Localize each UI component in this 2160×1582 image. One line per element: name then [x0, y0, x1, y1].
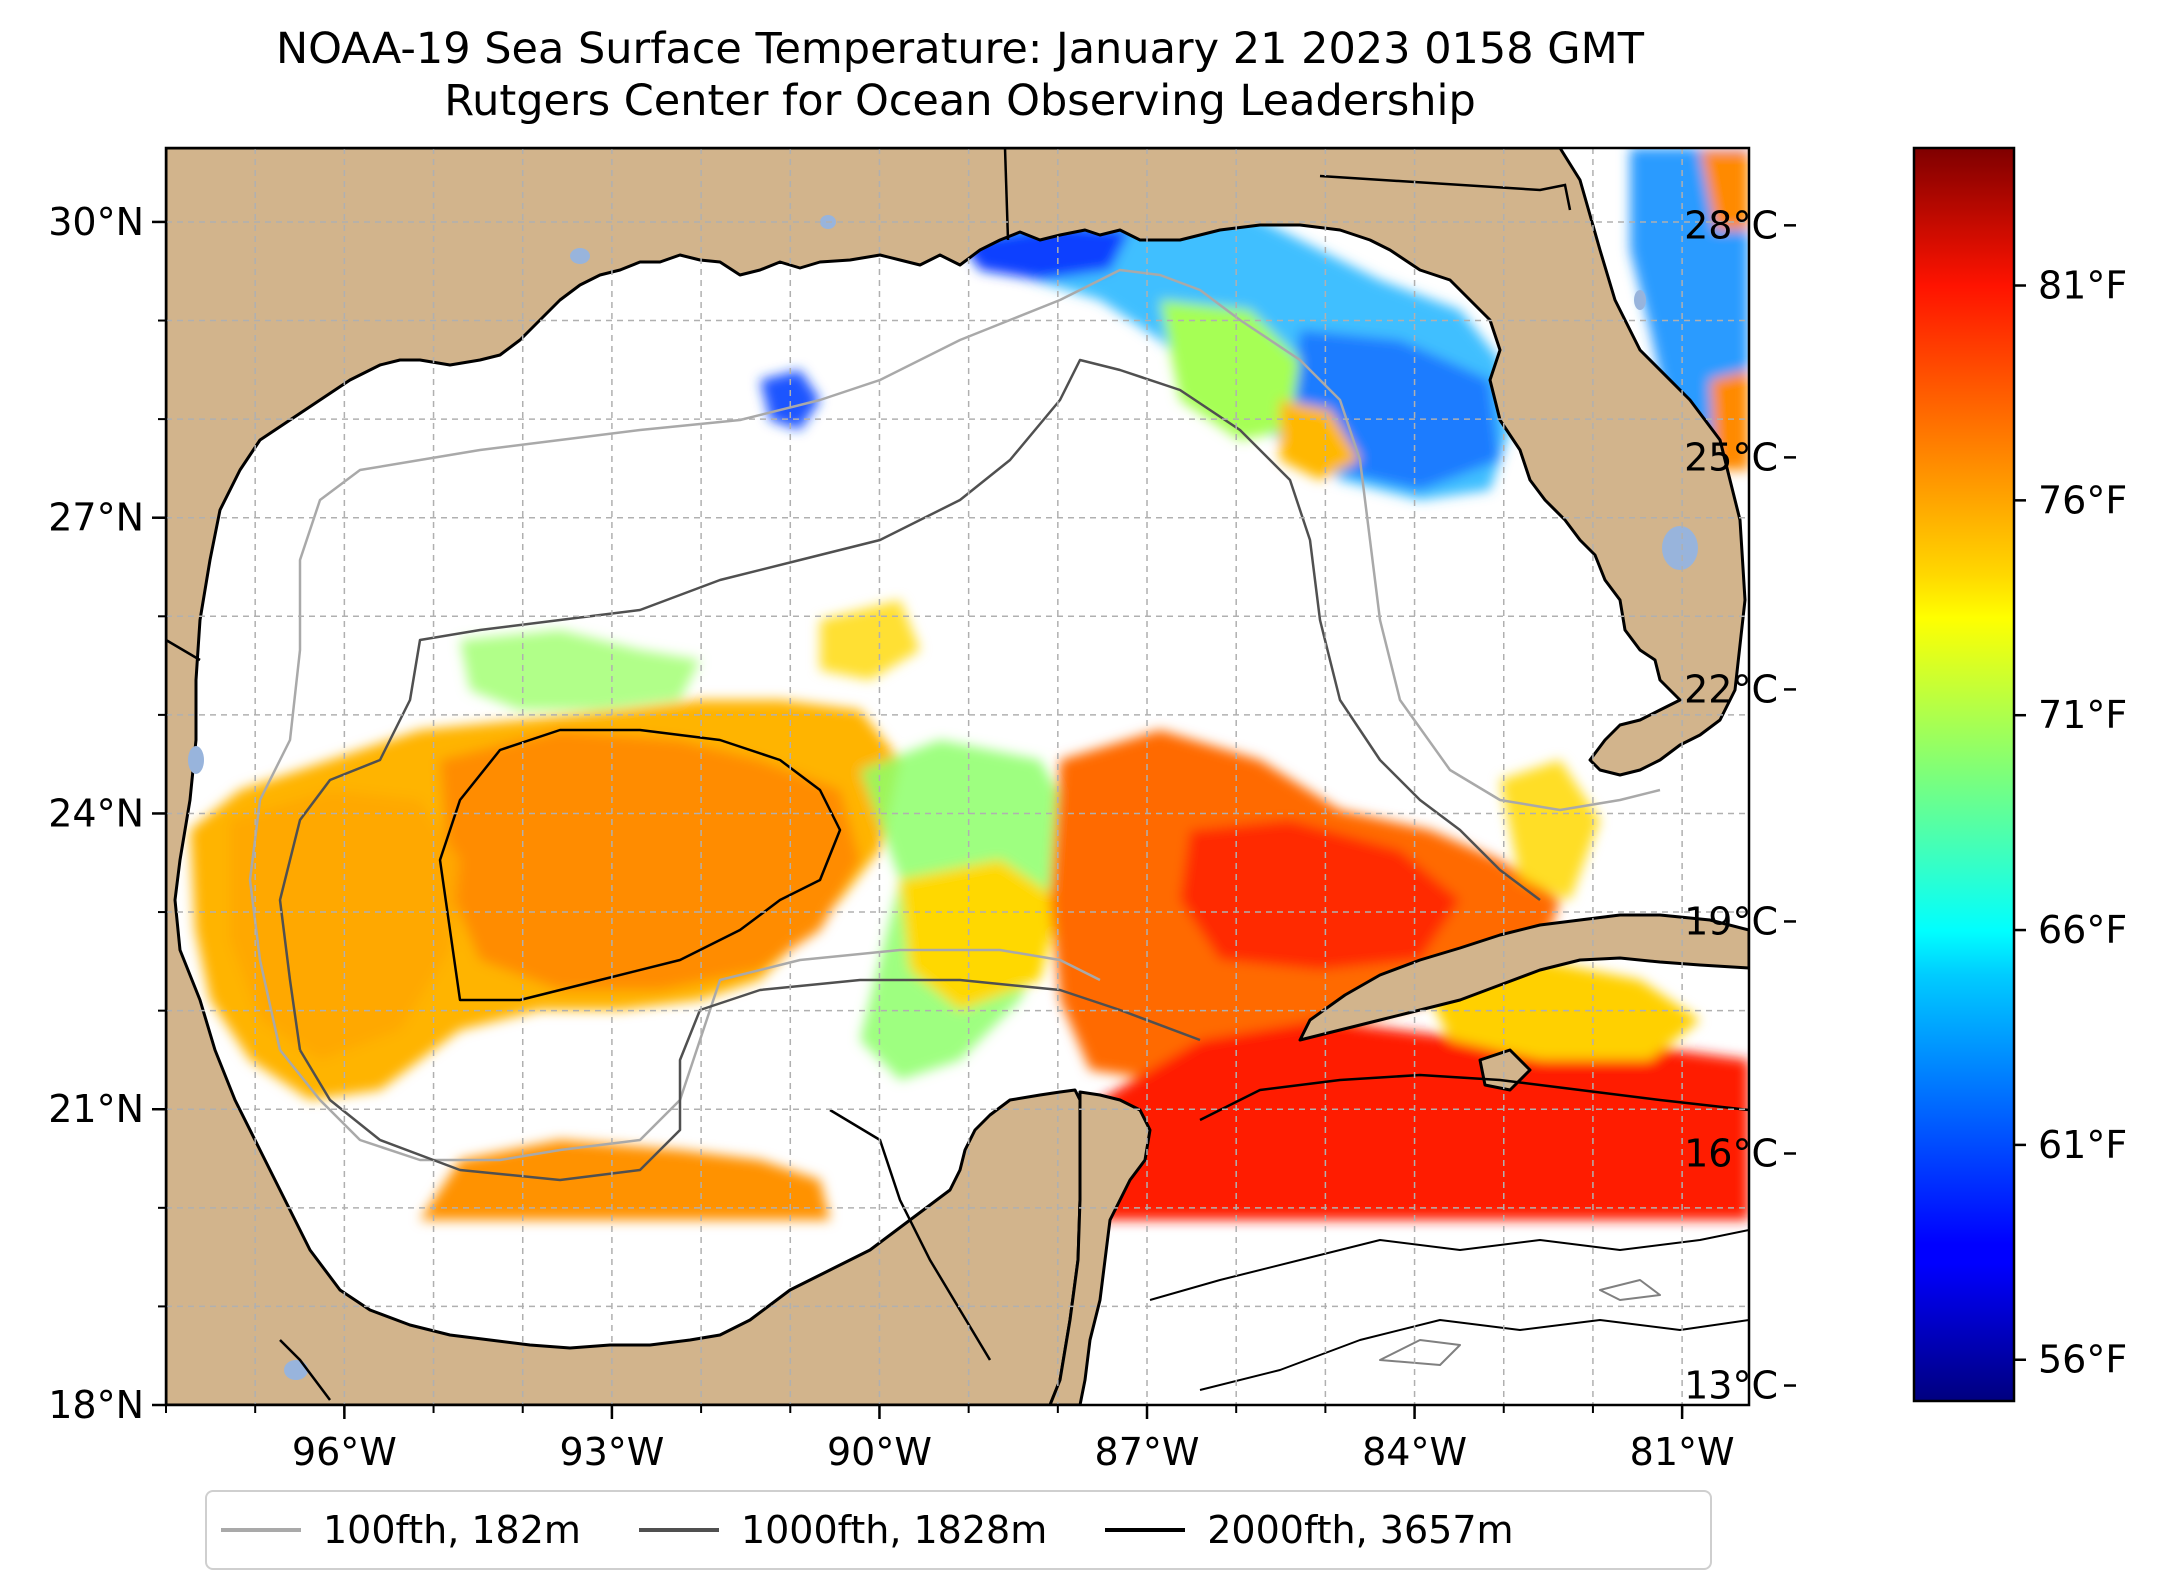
celsius-tick-label: 19°C [1684, 899, 1778, 943]
fahrenheit-tick-label: 76°F [2038, 478, 2127, 522]
chart-title: NOAA-19 Sea Surface Temperature: January… [276, 24, 1644, 74]
celsius-tick-label: 13°C [1684, 1364, 1778, 1408]
lat-tick-label: 24°N [48, 791, 144, 835]
colorbar: 28°C 25°C 22°C 19°C 16°C 13°C 81°F 76°F 71°F 66°… [1684, 146, 2127, 1408]
colorbar-fahrenheit-axis: 81°F 76°F 71°F 66°F 61°F 56°F [2014, 264, 2127, 1382]
colorbar-celsius-axis: 28°C 25°C 22°C 19°C 16°C 13°C [1684, 203, 1796, 1408]
gridlines [166, 148, 1749, 1405]
contour-100fth [248, 268, 1661, 1051]
celsius-tick-label: 16°C [1684, 1131, 1778, 1175]
latitude-axis: 30°N 27°N 24°N 21°N 18°N [48, 200, 166, 1427]
legend-item-100fth: 100fth, 182m [221, 1508, 581, 1552]
celsius-tick-label: 22°C [1684, 667, 1778, 711]
contour-legend: 100fth, 182m 1000fth, 1828m 2000fth, 365… [205, 1490, 1712, 1570]
lat-tick-label: 21°N [48, 1087, 144, 1131]
contour-2000fth [438, 728, 842, 1002]
lat-tick-label: 30°N [48, 200, 144, 244]
celsius-tick-label: 28°C [1684, 203, 1778, 247]
colorbar-gradient [1912, 146, 2016, 1403]
lat-tick-label: 18°N [48, 1383, 144, 1427]
fahrenheit-tick-label: 71°F [2038, 693, 2127, 737]
map-panel [166, 148, 1749, 1405]
fahrenheit-tick-label: 81°F [2038, 264, 2127, 308]
longitude-axis: 96°W 93°W 90°W 87°W 84°W 81°W [165, 1405, 1735, 1474]
lon-tick-label: 87°W [1095, 1430, 1200, 1474]
lon-tick-label: 90°W [827, 1430, 932, 1474]
boundaries-layer [166, 148, 1572, 1401]
lon-tick-label: 96°W [292, 1430, 397, 1474]
chart-subtitle: Rutgers Center for Ocean Observing Leade… [444, 76, 1476, 126]
legend-label-1000fth: 1000fth, 1828m [740, 1508, 1048, 1552]
fahrenheit-tick-label: 66°F [2038, 908, 2127, 952]
lon-tick-label: 81°W [1630, 1430, 1735, 1474]
map-frame [164, 146, 1751, 1407]
legend-line-2000fth [1105, 1528, 1186, 1532]
lon-tick-label: 84°W [1362, 1430, 1467, 1474]
legend-line-1000fth [638, 1528, 719, 1532]
legend-label-2000fth: 2000fth, 3657m [1207, 1508, 1514, 1552]
fahrenheit-tick-label: 56°F [2038, 1338, 2127, 1382]
lon-tick-label: 93°W [559, 1430, 664, 1474]
celsius-tick-label: 25°C [1684, 435, 1778, 479]
bathymetry-contours [248, 268, 1749, 1391]
contour-1000fth [278, 358, 1541, 1051]
land-layer [166, 148, 1749, 1405]
legend-item-2000fth: 2000fth, 3657m [1105, 1508, 1514, 1552]
legend-item-1000fth: 1000fth, 1828m [638, 1508, 1048, 1552]
legend-label-100fth: 100fth, 182m [323, 1508, 581, 1552]
fahrenheit-tick-label: 61°F [2038, 1123, 2127, 1167]
lat-tick-label: 27°N [48, 496, 144, 540]
sst-data-layer [190, 148, 1749, 1220]
legend-line-100fth [221, 1528, 301, 1532]
lakes-layer [188, 215, 1698, 1380]
